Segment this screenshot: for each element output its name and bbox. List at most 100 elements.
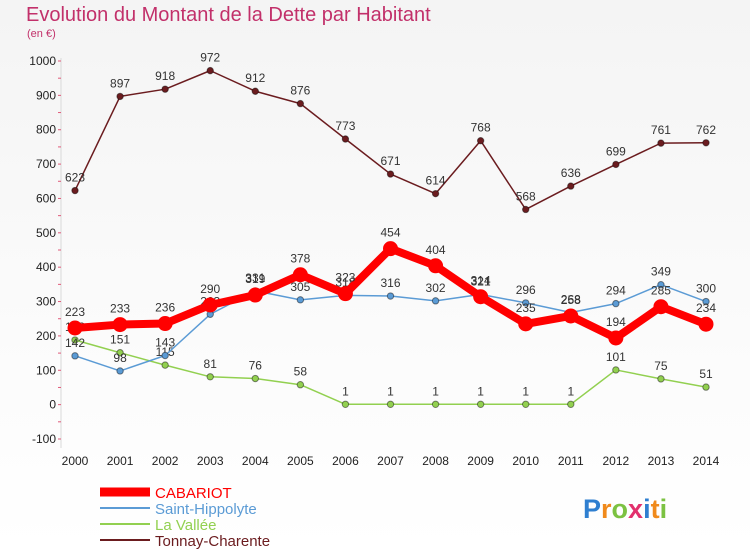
data-point-la-vall-e <box>161 361 169 369</box>
data-label-saint-hippolyte: 321 <box>471 274 491 288</box>
x-tick-label: 2014 <box>693 454 720 468</box>
data-point-tonnay-charente <box>567 182 575 190</box>
data-point-la-vall-e <box>296 381 305 389</box>
data-label-cabariot: 258 <box>561 293 581 307</box>
data-point-tonnay-charente <box>612 160 620 169</box>
chart-subtitle: (en €) <box>27 28 56 40</box>
data-point-cabariot <box>67 320 83 336</box>
data-label-saint-hippolyte: 294 <box>606 284 626 298</box>
data-point-cabariot <box>653 299 669 315</box>
data-point-cabariot <box>518 316 534 332</box>
data-label-la-vall-e: 151 <box>110 333 130 347</box>
data-point-tonnay-charente <box>522 205 530 214</box>
proxiti-logo: Proxiti <box>583 494 667 524</box>
data-label-cabariot: 235 <box>516 301 536 315</box>
data-label-cabariot: 290 <box>200 282 220 296</box>
data-label-saint-hippolyte: 305 <box>290 280 310 294</box>
data-point-la-vall-e <box>612 366 620 374</box>
data-point-la-vall-e <box>702 383 710 391</box>
x-tick-label: 2013 <box>648 454 675 468</box>
x-tick-label: 2006 <box>332 454 359 468</box>
data-label-cabariot: 454 <box>380 226 400 240</box>
legend-label-la-vall-e: La Vallée <box>155 517 216 534</box>
data-label-tonnay-charente: 897 <box>110 76 130 90</box>
data-label-tonnay-charente: 876 <box>290 84 310 98</box>
data-point-la-vall-e <box>251 374 259 383</box>
data-point-cabariot <box>383 241 398 257</box>
data-label-tonnay-charente: 768 <box>471 121 491 135</box>
data-label-la-vall-e: 1 <box>567 384 574 398</box>
data-point-saint-hippolyte <box>161 351 169 360</box>
y-tick-label: -100 <box>32 432 56 446</box>
data-label-saint-hippolyte: 268 <box>561 293 581 307</box>
data-point-cabariot <box>428 258 444 274</box>
data-label-cabariot: 378 <box>290 252 310 266</box>
data-point-saint-hippolyte <box>116 367 124 375</box>
data-point-tonnay-charente <box>161 85 169 93</box>
x-tick-label: 2008 <box>422 454 449 468</box>
y-tick-label: 400 <box>36 260 56 274</box>
data-label-tonnay-charente: 636 <box>561 166 581 180</box>
data-point-saint-hippolyte <box>296 296 305 304</box>
data-point-la-vall-e <box>206 373 214 381</box>
data-point-la-vall-e <box>341 400 350 408</box>
x-tick-label: 2011 <box>558 454 584 468</box>
y-tick-label: 0 <box>49 398 56 412</box>
data-label-cabariot: 285 <box>651 284 671 298</box>
data-label-tonnay-charente: 762 <box>696 123 716 137</box>
series-line-tonnay-charente <box>74 69 707 211</box>
x-tick-label: 2000 <box>62 454 89 468</box>
data-point-cabariot <box>563 308 579 324</box>
y-tick-label: 700 <box>36 157 56 171</box>
data-label-la-vall-e: 1 <box>522 384 529 398</box>
data-point-la-vall-e <box>71 336 79 344</box>
data-point-cabariot <box>112 317 128 333</box>
y-tick-label: 900 <box>36 88 56 102</box>
legend-label-saint-hippolyte: Saint-Hippolyte <box>155 501 257 518</box>
data-point-saint-hippolyte <box>71 352 79 360</box>
data-label-tonnay-charente: 912 <box>245 71 265 85</box>
x-tick-label: 2005 <box>287 454 314 468</box>
data-label-cabariot: 404 <box>426 243 446 257</box>
y-tick-label: 200 <box>36 329 56 343</box>
data-point-tonnay-charente <box>702 139 710 147</box>
data-label-cabariot: 234 <box>696 301 716 315</box>
data-label-cabariot: 319 <box>245 272 265 286</box>
logo-letter: P <box>583 494 601 524</box>
data-label-tonnay-charente: 699 <box>606 144 626 158</box>
data-label-saint-hippolyte: 300 <box>696 282 716 296</box>
data-point-cabariot <box>292 267 308 283</box>
data-label-tonnay-charente: 671 <box>380 154 400 168</box>
data-label-saint-hippolyte: 143 <box>155 335 175 349</box>
data-point-la-vall-e <box>431 400 440 408</box>
data-point-cabariot <box>157 316 173 332</box>
logo-letter: o <box>612 494 629 524</box>
x-tick-label: 2012 <box>603 454 630 468</box>
y-tick-label: 800 <box>36 123 56 137</box>
data-point-la-vall-e <box>386 400 395 408</box>
x-tick-label: 2007 <box>377 454 404 468</box>
legend-label-tonnay-charente: Tonnay-Charente <box>155 533 270 550</box>
x-tick-label: 2002 <box>152 454 179 468</box>
data-label-la-vall-e: 1 <box>432 384 439 398</box>
data-point-la-vall-e <box>476 400 485 408</box>
data-label-la-vall-e: 81 <box>204 357 218 371</box>
data-point-cabariot <box>202 297 218 313</box>
data-point-la-vall-e <box>116 349 124 357</box>
logo-letter: x <box>628 494 643 524</box>
data-point-tonnay-charente <box>476 137 485 145</box>
data-point-saint-hippolyte <box>431 297 440 305</box>
data-label-tonnay-charente: 614 <box>426 174 446 188</box>
data-label-tonnay-charente: 623 <box>65 171 85 185</box>
data-label-tonnay-charente: 761 <box>651 123 671 137</box>
data-point-tonnay-charente <box>386 170 395 178</box>
logo-letter: i <box>643 494 651 524</box>
data-point-saint-hippolyte <box>522 299 530 307</box>
data-point-cabariot <box>337 286 353 302</box>
data-label-la-vall-e: 101 <box>606 350 626 364</box>
data-point-tonnay-charente <box>71 186 79 195</box>
data-label-tonnay-charente: 972 <box>200 51 220 65</box>
logo-letter: i <box>660 494 668 524</box>
x-tick-label: 2001 <box>107 454 134 468</box>
